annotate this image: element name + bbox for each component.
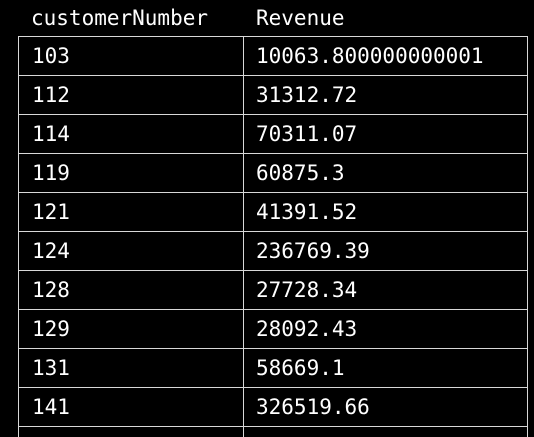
cell-customer-number: 129: [32, 317, 70, 341]
table-row: 112 31312.72: [19, 76, 527, 115]
table-row: 103 10063.800000000001: [19, 37, 527, 76]
table-row: 128 27728.34: [19, 271, 527, 310]
cell-customer-number: 128: [32, 278, 70, 302]
cell-revenue: 58669.1: [256, 356, 345, 380]
table-row: 131 58669.1: [19, 349, 527, 388]
results-table: 103 10063.800000000001 112 31312.72 114 …: [18, 36, 528, 437]
cell-revenue: 31312.72: [256, 83, 358, 107]
cell-revenue: 41391.52: [256, 200, 358, 224]
cell-revenue: 60875.3: [256, 161, 345, 185]
column-divider: [243, 154, 244, 192]
cell-revenue: 10063.800000000001: [256, 44, 484, 68]
cell-customer-number: 124: [32, 239, 70, 263]
column-divider: [243, 76, 244, 114]
cell-revenue: 326519.66: [256, 395, 370, 419]
column-divider: [243, 427, 244, 437]
cell-customer-number: 119: [32, 161, 70, 185]
column-divider: [243, 232, 244, 270]
cell-customer-number: 112: [32, 83, 70, 107]
cell-customer-number: 131: [32, 356, 70, 380]
column-header-revenue: Revenue: [256, 6, 345, 30]
column-divider: [243, 310, 244, 348]
column-divider: [243, 193, 244, 231]
column-header-customer-number: customerNumber: [31, 6, 209, 30]
cell-revenue: 28092.43: [256, 317, 358, 341]
table-row-cutoff: [19, 427, 527, 437]
cell-customer-number: 103: [32, 44, 70, 68]
table-row: 114 70311.07: [19, 115, 527, 154]
table-row: 119 60875.3: [19, 154, 527, 193]
table-row: 141 326519.66: [19, 388, 527, 427]
column-divider: [243, 271, 244, 309]
table-row: 121 41391.52: [19, 193, 527, 232]
cell-customer-number: 121: [32, 200, 70, 224]
cell-customer-number: 141: [32, 395, 70, 419]
cell-revenue: 27728.34: [256, 278, 358, 302]
column-divider: [243, 388, 244, 426]
table-header: customerNumber Revenue: [0, 0, 534, 36]
table-row: 129 28092.43: [19, 310, 527, 349]
cell-revenue: 236769.39: [256, 239, 370, 263]
cell-revenue: 70311.07: [256, 122, 358, 146]
column-divider: [243, 115, 244, 153]
table-row: 124 236769.39: [19, 232, 527, 271]
cell-customer-number: 114: [32, 122, 70, 146]
column-divider: [243, 37, 244, 75]
column-divider: [243, 349, 244, 387]
